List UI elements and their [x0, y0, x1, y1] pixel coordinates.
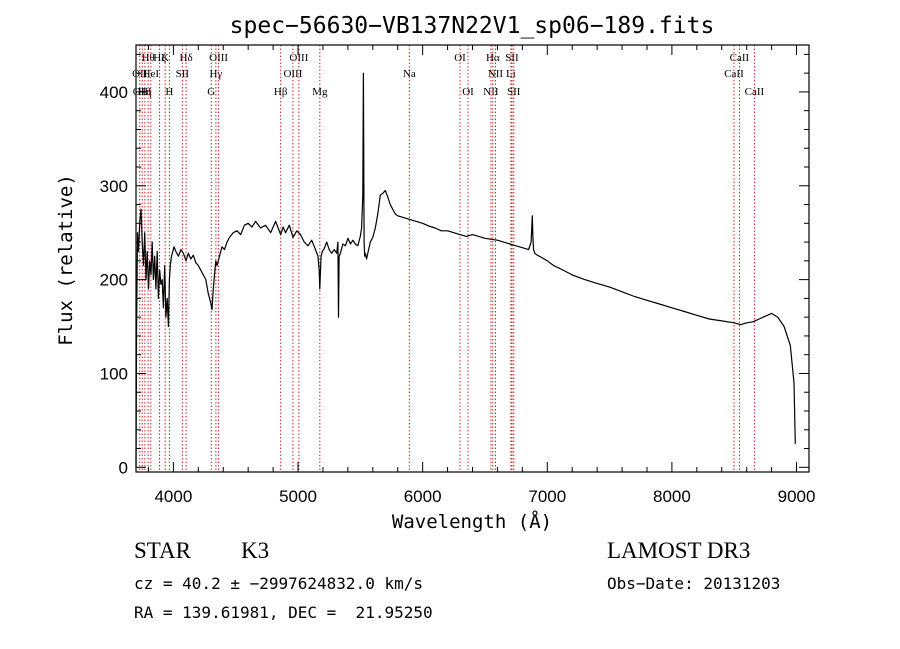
spectral-subclass: K3 — [241, 538, 270, 563]
y-tick-label: 100 — [100, 364, 128, 383]
marker-label: OI — [462, 86, 474, 98]
y-tick-label: 300 — [100, 177, 128, 196]
marker-label: Hδ — [180, 52, 193, 64]
x-tick-label: 5000 — [279, 487, 317, 506]
marker-label: OIII — [209, 52, 228, 64]
marker-label: Hθ — [141, 52, 154, 64]
marker-label: G — [207, 86, 215, 98]
y-tick-label: 400 — [100, 83, 128, 102]
marker-label: CaII — [745, 86, 765, 98]
object-class: STAR — [134, 538, 191, 563]
marker-label: OIII — [289, 52, 308, 64]
marker-label: OIII — [283, 68, 302, 80]
marker-label: SII — [505, 52, 519, 64]
emission-line-markers: OIIOIIIHηHθHeIHζKHSIIHδGHγOIIIHβOIIIOIII… — [132, 45, 765, 472]
chart-title: spec−56630−VB137N22V1_sp06−189.fits — [230, 13, 715, 39]
marker-label: Li — [506, 68, 516, 80]
marker-label: Hζ — [153, 52, 166, 64]
marker-label: H — [165, 86, 173, 98]
marker-label: Hα — [486, 52, 500, 64]
observation-date: Obs−Date: 20131203 — [607, 574, 781, 593]
x-tick-label: 8000 — [653, 487, 691, 506]
marker-label: NII — [483, 86, 499, 98]
x-tick-label: 7000 — [528, 487, 566, 506]
spectrum-line — [135, 72, 796, 468]
y-axis: 0 100 200 300 400 — [100, 53, 809, 477]
marker-label: Hβ — [274, 86, 288, 98]
x-axis-label: Wavelength (Å) — [392, 510, 552, 533]
x-axis: 4000 5000 6000 7000 8000 9000 — [147, 45, 816, 506]
marker-label: NII — [488, 68, 504, 80]
redshift-velocity: cz = 40.2 ± −2997624832.0 km/s — [134, 574, 423, 593]
coordinates: RA = 139.61981, DEC = 21.95250 — [134, 603, 433, 622]
marker-label: Mg — [312, 86, 328, 98]
y-tick-label: 200 — [100, 271, 128, 290]
marker-label: Hγ — [209, 68, 222, 80]
x-tick-label: 4000 — [154, 487, 192, 506]
x-tick-label: 9000 — [778, 487, 816, 506]
marker-label: HeI — [143, 68, 160, 80]
y-tick-label: 0 — [119, 458, 128, 477]
marker-label: K — [161, 52, 169, 64]
marker-label: CaII — [724, 68, 744, 80]
marker-label: Na — [403, 68, 416, 80]
marker-label: OI — [454, 52, 466, 64]
plot-frame — [135, 44, 810, 473]
marker-label: SII — [176, 68, 190, 80]
y-axis-label: Flux (relative) — [55, 174, 77, 346]
marker-label: SII — [507, 86, 521, 98]
survey-name: LAMOST DR3 — [607, 538, 751, 563]
x-tick-label: 6000 — [404, 487, 442, 506]
marker-label: CaII — [730, 52, 750, 64]
